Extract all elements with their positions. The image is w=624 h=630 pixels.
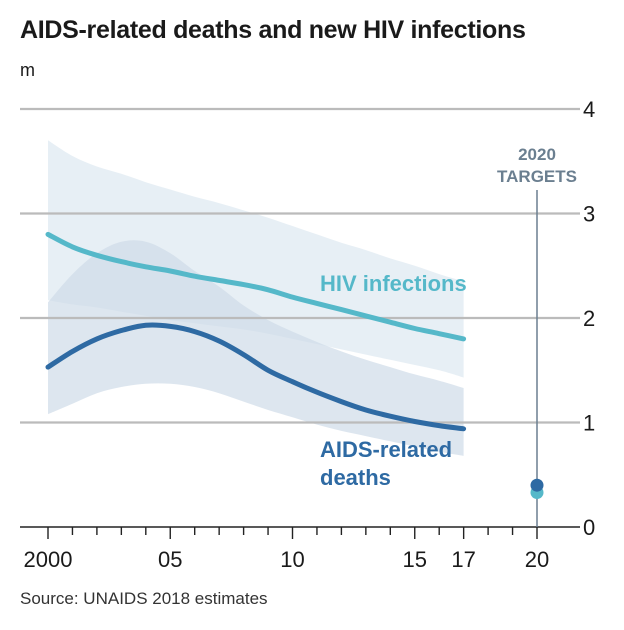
aids-deaths-target-point [530,478,544,492]
targets-2020: 2020 TARGETS [497,145,577,527]
y-tick-label: 3 [583,202,595,227]
series-labels: HIV infections AIDS-related deaths [320,271,467,490]
y-tick-label: 4 [583,97,595,122]
chart-source: Source: UNAIDS 2018 estimates [20,589,268,608]
confidence-bands [48,140,464,456]
hiv-infections-label: HIV infections [320,271,467,296]
x-tick-label: 15 [403,547,427,572]
x-tick-label: 05 [158,547,182,572]
target-label-text: TARGETS [497,167,577,186]
aids-deaths-band [48,240,464,456]
aids-deaths-label-line1: AIDS-related [320,437,452,462]
aids-deaths-label-line2: deaths [320,465,391,490]
x-tick-label: 20 [525,547,549,572]
x-tick-label: 17 [451,547,475,572]
series-lines [45,231,467,432]
x-tick-label: 10 [280,547,304,572]
target-label-year: 2020 [518,145,556,164]
aids-deaths-line [45,322,467,432]
chart-title: AIDS-related deaths and new HIV infectio… [20,16,526,44]
hiv-infections-line [45,231,467,342]
axes: 0 1 2 3 4 2000 05 10 15 17 20 [20,97,595,572]
y-tick-label: 2 [583,306,595,331]
gridlines [20,107,580,424]
y-tick-label: 0 [583,515,595,540]
x-tick-label: 2000 [24,547,73,572]
y-axis-unit: m [20,60,35,80]
y-tick-label: 1 [583,411,595,436]
